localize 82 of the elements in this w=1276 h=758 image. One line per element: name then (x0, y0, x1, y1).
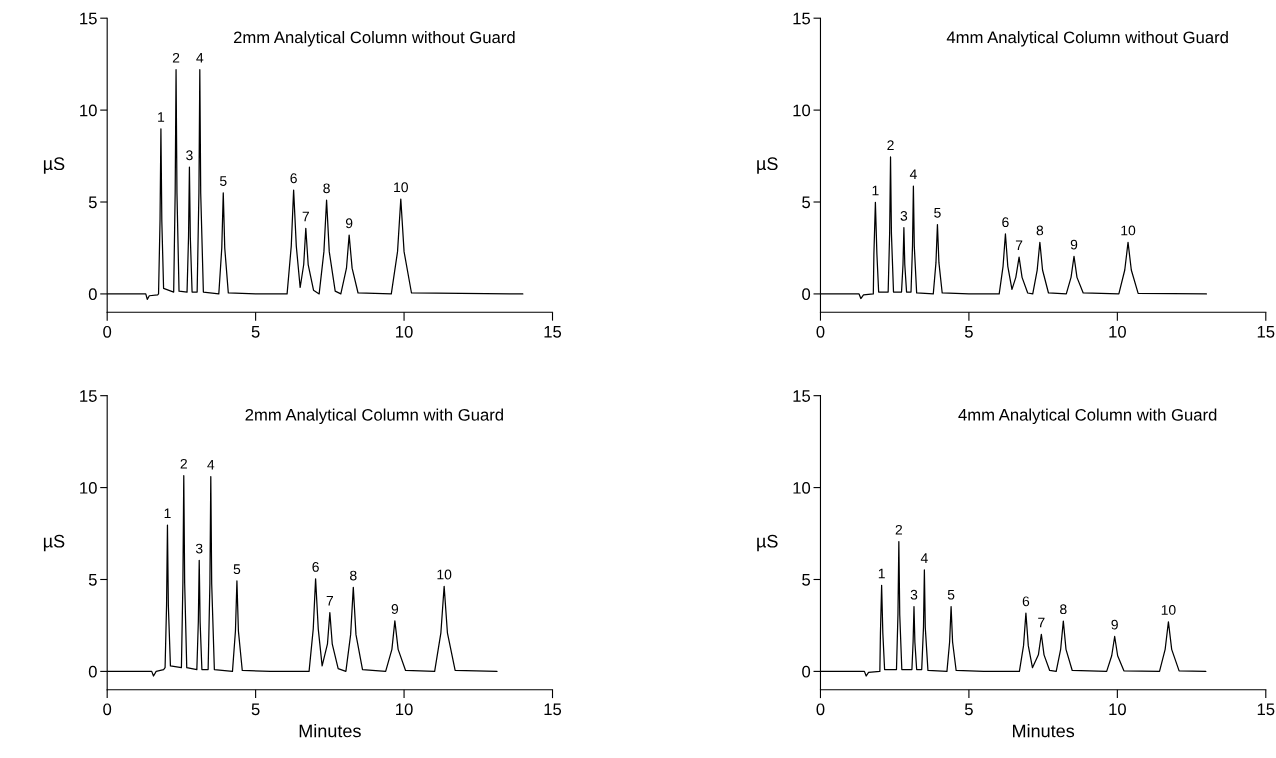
y-axis-title: µS (757, 534, 778, 552)
annotation: 6 (312, 562, 319, 572)
annotation: 8 (1060, 604, 1067, 615)
annotation: 4 (207, 459, 215, 470)
annotation: 7 (302, 211, 309, 222)
annotation: 5 (947, 589, 955, 600)
annotation: 1 (164, 508, 171, 519)
annotation: 8 (1036, 225, 1044, 236)
annotation: 3 (900, 210, 908, 221)
annotation: 3 (195, 543, 203, 554)
x-tick-label: 0 (103, 703, 112, 716)
annotation: 6 (290, 173, 297, 184)
x-tick-label: 5 (964, 326, 973, 338)
x-tick-label: 5 (964, 703, 973, 716)
annotation: 9 (1070, 239, 1078, 250)
y-tick-label: 0 (88, 288, 97, 301)
annotation: 1 (158, 112, 165, 122)
y-tick-label: 5 (88, 196, 97, 209)
annotation: 2 (172, 52, 180, 63)
y-tick-label: 15 (793, 12, 811, 25)
annotation: 10 (1161, 605, 1176, 615)
annotation: 5 (934, 208, 941, 218)
annotation: 3 (186, 150, 193, 161)
annotation: 10 (1121, 225, 1136, 236)
x-tick-label: 0 (816, 325, 825, 338)
annotation: 8 (350, 570, 357, 581)
annotation: 7 (1038, 617, 1045, 628)
annotation: 1 (878, 568, 885, 579)
annotation: 7 (326, 595, 334, 606)
annotation: 3 (910, 589, 918, 600)
x-tick-label: 10 (1109, 703, 1126, 716)
x-tick-label: 15 (544, 326, 562, 338)
text: 2mm Analytical Column with Guard (245, 408, 503, 425)
x-tick-label: 0 (103, 325, 112, 338)
y-tick-label: 10 (80, 481, 97, 494)
annotation: 9 (391, 604, 399, 614)
x-tick-label: 15 (1257, 703, 1275, 716)
y-tick-label: 0 (88, 665, 97, 678)
annotation: 2 (895, 524, 903, 535)
y-tick-label: 5 (802, 196, 811, 209)
annotation: 2 (887, 140, 894, 150)
x-tick-label: 10 (396, 325, 413, 338)
y-tick-label: 5 (802, 574, 811, 586)
y-tick-label: 0 (802, 665, 811, 678)
x-tick-label: 10 (1109, 325, 1126, 338)
x-axis-title: Minutes (299, 724, 361, 738)
y-tick-label: 0 (802, 288, 811, 301)
annotation: 4 (196, 53, 204, 63)
text: 4mm Analytical Column with Guard (958, 408, 1217, 425)
annotation: 9 (345, 218, 353, 229)
y-tick-label: 15 (793, 390, 811, 402)
text: 2mm Analytical Column without Guard (233, 31, 515, 47)
annotation: 6 (1022, 596, 1030, 607)
annotation: 1 (872, 185, 879, 196)
x-tick-label: 5 (251, 326, 260, 338)
y-tick-label: 15 (80, 12, 97, 25)
x-tick-label: 5 (251, 703, 260, 716)
annotation: 4 (920, 553, 928, 563)
annotation: 4 (909, 169, 917, 179)
annotation: 10 (437, 569, 452, 580)
x-tick-label: 10 (396, 703, 413, 716)
annotation: 8 (323, 183, 330, 194)
annotation: 2 (180, 458, 187, 469)
y-tick-label: 10 (793, 481, 811, 494)
text: 4mm Analytical Column without Guard (946, 31, 1228, 47)
annotation: 10 (394, 182, 408, 193)
x-tick-label: 0 (816, 703, 825, 716)
y-tick-label: 5 (88, 574, 97, 586)
y-tick-label: 10 (793, 104, 811, 117)
annotation: 6 (1002, 217, 1009, 228)
y-axis-title: µS (757, 157, 778, 174)
x-axis-title: Minutes (1013, 724, 1075, 738)
y-axis-title: µS (43, 534, 65, 552)
x-tick-label: 15 (544, 703, 562, 716)
y-tick-label: 15 (80, 390, 97, 402)
y-tick-label: 10 (80, 104, 97, 117)
x-tick-label: 15 (1257, 326, 1275, 338)
annotation: 7 (1015, 240, 1023, 251)
annotation: 9 (1111, 619, 1118, 630)
annotation: 5 (233, 564, 241, 575)
annotation: 5 (219, 176, 227, 186)
y-axis-title: µS (43, 157, 65, 174)
